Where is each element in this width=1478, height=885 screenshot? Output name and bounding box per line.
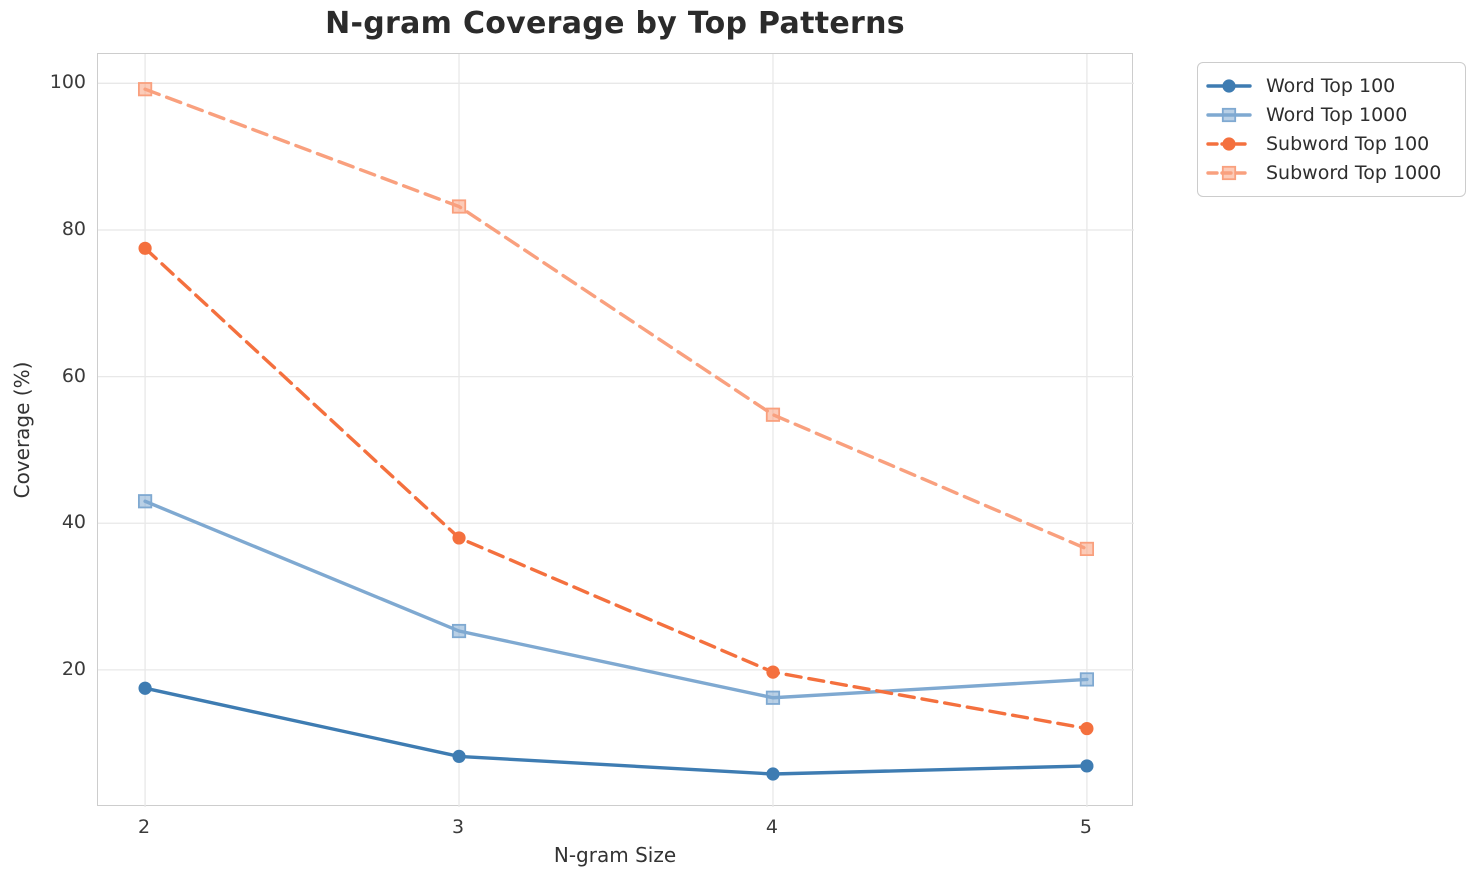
legend-square-marker-icon: [1206, 107, 1252, 122]
legend-label: Subword Top 100: [1266, 132, 1430, 155]
data-point-marker: [766, 767, 780, 781]
y-tick-label: 60: [61, 364, 86, 387]
legend-label: Word Top 1000: [1266, 103, 1408, 126]
legend-item-word-top-100: Word Top 100: [1206, 71, 1455, 100]
x-tick-label: 4: [765, 816, 779, 838]
data-point-marker: [1079, 541, 1095, 557]
data-point-marker: [451, 199, 467, 214]
legend-square-marker-icon: [1206, 165, 1252, 180]
data-point-marker: [1080, 721, 1094, 736]
series-subword-top-100: [138, 241, 1094, 736]
chart-title: N-gram Coverage by Top Patterns: [325, 6, 905, 41]
x-tick-label: 2: [138, 816, 151, 838]
y-axis-label: Coverage (%): [10, 361, 34, 499]
legend-marker: [1221, 107, 1237, 122]
data-point-marker: [452, 749, 466, 764]
y-tick-label: 80: [61, 217, 86, 240]
series-line: [143, 499, 1089, 700]
gridlines: [98, 54, 1134, 807]
y-tick-label: 20: [61, 657, 86, 680]
legend-circle-marker-icon: [1206, 136, 1252, 151]
plot-area: [97, 53, 1134, 807]
legend-marker: [1222, 136, 1236, 151]
y-tick-label: 100: [49, 71, 86, 94]
data-point-marker: [137, 82, 153, 97]
legend-circle-marker-icon: [1206, 78, 1252, 93]
legend-label: Subword Top 1000: [1266, 161, 1442, 184]
x-tick-label: 5: [1079, 816, 1092, 838]
series-line: [143, 246, 1089, 731]
series-word-top-100: [138, 681, 1094, 781]
series-word-top-1000: [137, 494, 1095, 705]
legend-marker: [1221, 165, 1237, 180]
data-point-marker: [452, 531, 466, 545]
legend-label: Word Top 100: [1266, 74, 1396, 97]
data-point-marker: [766, 665, 780, 679]
legend: Word Top 100 Word Top 1000 Subword Top 100…: [1197, 62, 1466, 197]
data-point-marker: [1079, 672, 1095, 687]
data-point-marker: [138, 681, 152, 695]
y-tick-label: 40: [61, 511, 86, 534]
data-point-marker: [765, 407, 781, 422]
legend-marker: [1222, 78, 1236, 93]
x-axis-label: N-gram Size: [553, 843, 677, 867]
line-chart: [98, 54, 1134, 807]
data-point-marker: [138, 241, 152, 255]
legend-item-word-top-1000: Word Top 1000: [1206, 100, 1455, 129]
series-line: [143, 686, 1089, 776]
series-line: [143, 87, 1089, 551]
data-point-marker: [1080, 759, 1094, 773]
legend-item-subword-top-1000: Subword Top 1000: [1206, 158, 1455, 187]
data-point-marker: [765, 690, 781, 705]
series-subword-top-1000: [137, 82, 1095, 557]
data-point-marker: [451, 623, 467, 639]
data-point-marker: [137, 494, 153, 509]
legend-item-subword-top-100: Subword Top 100: [1206, 129, 1455, 158]
x-tick-label: 3: [451, 816, 465, 838]
